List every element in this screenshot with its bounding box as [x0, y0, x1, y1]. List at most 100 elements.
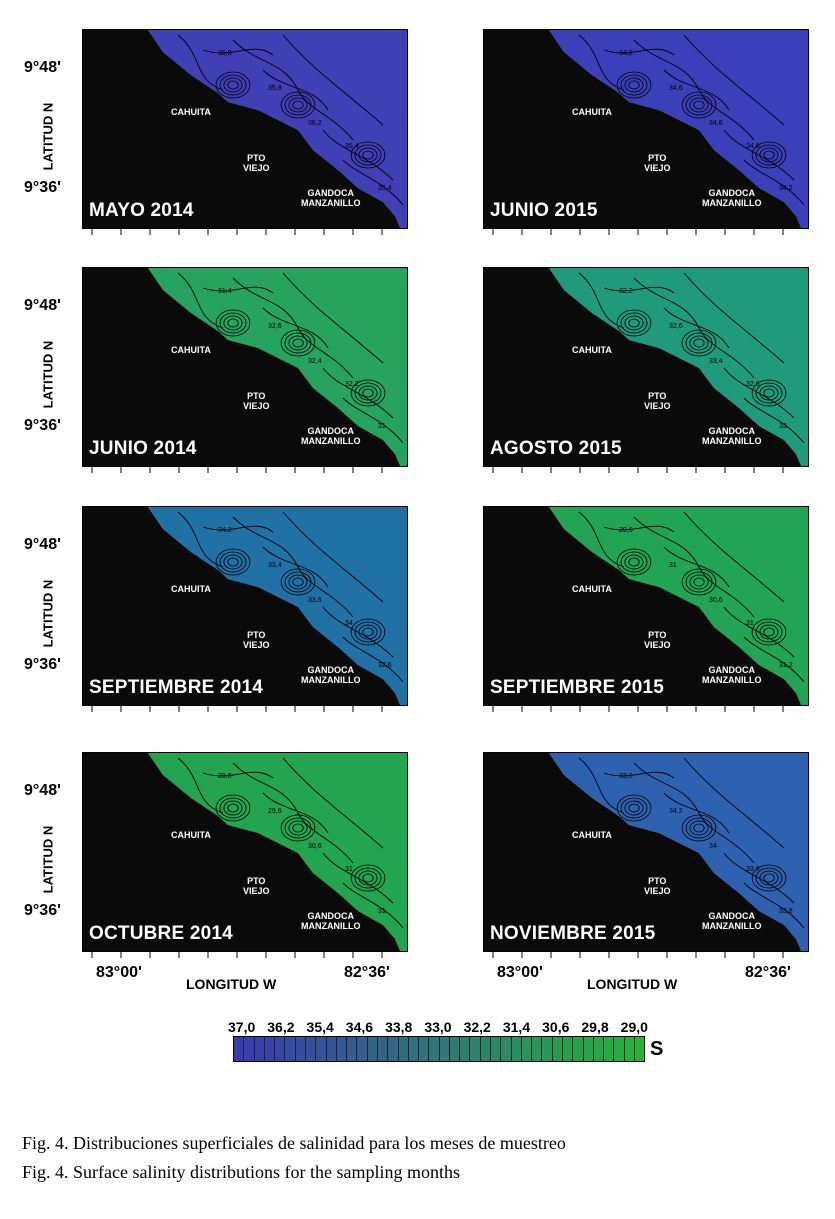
isoline-center: [751, 379, 787, 407]
isoline-center: [624, 554, 644, 570]
isoline-center: [759, 147, 779, 163]
place-label-gandoca-manzanillo: GANDOCA MANZANILLO: [702, 665, 762, 685]
panel-month-label: OCTUBRE 2014: [89, 923, 233, 944]
isoline-label: 35,8: [218, 50, 232, 57]
colorbar-swatch: [614, 1037, 625, 1061]
isoline-label: 33,4: [709, 358, 723, 365]
isoline-center: [693, 338, 705, 348]
sea-area: [549, 507, 808, 705]
lat-tick-label: 9°48': [24, 782, 61, 799]
panel-ticks: [492, 229, 784, 235]
colorbar-tick-label: 33,0: [424, 1019, 452, 1035]
panel-ticks: [91, 706, 383, 712]
colorbar-swatch: [398, 1037, 409, 1061]
isoline-center: [292, 100, 304, 110]
panel-month-label: JUNIO 2015: [490, 200, 598, 221]
isoline-center: [358, 870, 378, 886]
sea-area: [549, 753, 808, 951]
land-area: [83, 268, 401, 466]
isoline-center: [362, 150, 374, 160]
isoline: [633, 39, 755, 141]
isoline: [202, 286, 274, 294]
isoline-center: [620, 797, 648, 819]
isoline-center: [219, 312, 247, 334]
caption-spanish: Fig. 4. Distribuciones superficiales de …: [22, 1133, 566, 1153]
place-label-gandoca-manzanillo: GANDOCA MANZANILLO: [301, 188, 361, 208]
isoline-center: [759, 385, 779, 401]
isoline: [723, 367, 795, 419]
isoline-center: [223, 77, 243, 93]
isoline-center: [288, 820, 308, 836]
colorbar-swatch: [357, 1037, 368, 1061]
isoline-center: [755, 621, 783, 643]
colorbar-swatch: [408, 1037, 420, 1061]
colorbar-swatch: [367, 1037, 378, 1061]
isoline: [232, 762, 354, 864]
land-area: [83, 507, 401, 705]
isoline: [683, 757, 785, 849]
panel-map: 29,8 29,6 30,6 31 31: [83, 753, 407, 951]
isoline-center: [284, 817, 312, 839]
isoline: [262, 546, 329, 588]
isoline: [177, 511, 224, 568]
place-label-gandoca-manzanillo: GANDOCA MANZANILLO: [702, 911, 762, 931]
place-label-pto-viejo: PTO VIEJO: [243, 153, 270, 173]
longitude-axis-title: LONGITUD W: [186, 976, 277, 992]
isoline-label: 34,6: [669, 85, 683, 92]
isoline: [663, 792, 730, 834]
isoline-center: [350, 864, 386, 892]
longitude-axis-title: LONGITUD W: [587, 976, 678, 992]
isoline: [232, 277, 354, 379]
place-label-pto-viejo: PTO VIEJO: [644, 391, 671, 411]
lat-tick-label: 9°48': [24, 59, 61, 76]
isoline: [232, 39, 354, 141]
isoline: [683, 272, 785, 364]
lat-tick-label: 9°36': [24, 417, 61, 434]
isoline: [603, 771, 675, 779]
isoline: [743, 159, 805, 206]
colorbar-swatch: [552, 1037, 563, 1061]
colorbar-swatch: [624, 1037, 635, 1061]
lon-tick-label: 83°00': [497, 964, 543, 981]
isoline-center: [616, 794, 652, 822]
isoline-label: 33,6: [619, 773, 633, 780]
isoline-center: [354, 867, 382, 889]
lon-tick-label: 82°36': [344, 964, 390, 981]
isoline-center: [362, 388, 374, 398]
isoline-center: [284, 94, 312, 116]
panel-month-label: SEPTIEMBRE 2015: [490, 677, 665, 698]
isoline-center: [689, 574, 709, 590]
isoline-label: 34: [709, 843, 717, 850]
land-area: [484, 753, 802, 951]
isoline: [342, 636, 404, 683]
isoline-center: [628, 557, 640, 567]
isoline-center: [223, 315, 243, 331]
lat-tick-label: 9°48': [24, 297, 61, 314]
isoline: [202, 771, 274, 779]
panel-month-label: MAYO 2014: [89, 200, 194, 221]
panel-month-label: JUNIO 2014: [89, 438, 197, 459]
land-area: [484, 30, 802, 228]
sea-area: [549, 268, 808, 466]
isoline-center: [358, 385, 378, 401]
lat-tick-label: 9°36': [24, 656, 61, 673]
isoline-label: 32,2: [619, 288, 633, 295]
colorbar-swatch: [491, 1037, 502, 1061]
place-label-cahuita: CAHUITA: [171, 830, 211, 840]
isoline: [723, 852, 795, 904]
isoline: [322, 129, 394, 181]
isoline-center: [362, 627, 374, 637]
isoline: [578, 757, 625, 814]
isoline-label: 31: [746, 620, 754, 627]
isoline-center: [693, 823, 705, 833]
colorbar-swatch: [305, 1037, 317, 1061]
isoline: [578, 511, 625, 568]
colorbar-swatch: [563, 1037, 574, 1061]
isoline-center: [763, 627, 775, 637]
latitude-axis-title: LATITUD N: [40, 825, 56, 894]
isoline: [723, 129, 795, 181]
lon-tick-label: 83°00': [96, 964, 142, 981]
isoline-center: [354, 144, 382, 166]
isoline-center: [685, 817, 713, 839]
isoline-center: [354, 621, 382, 643]
